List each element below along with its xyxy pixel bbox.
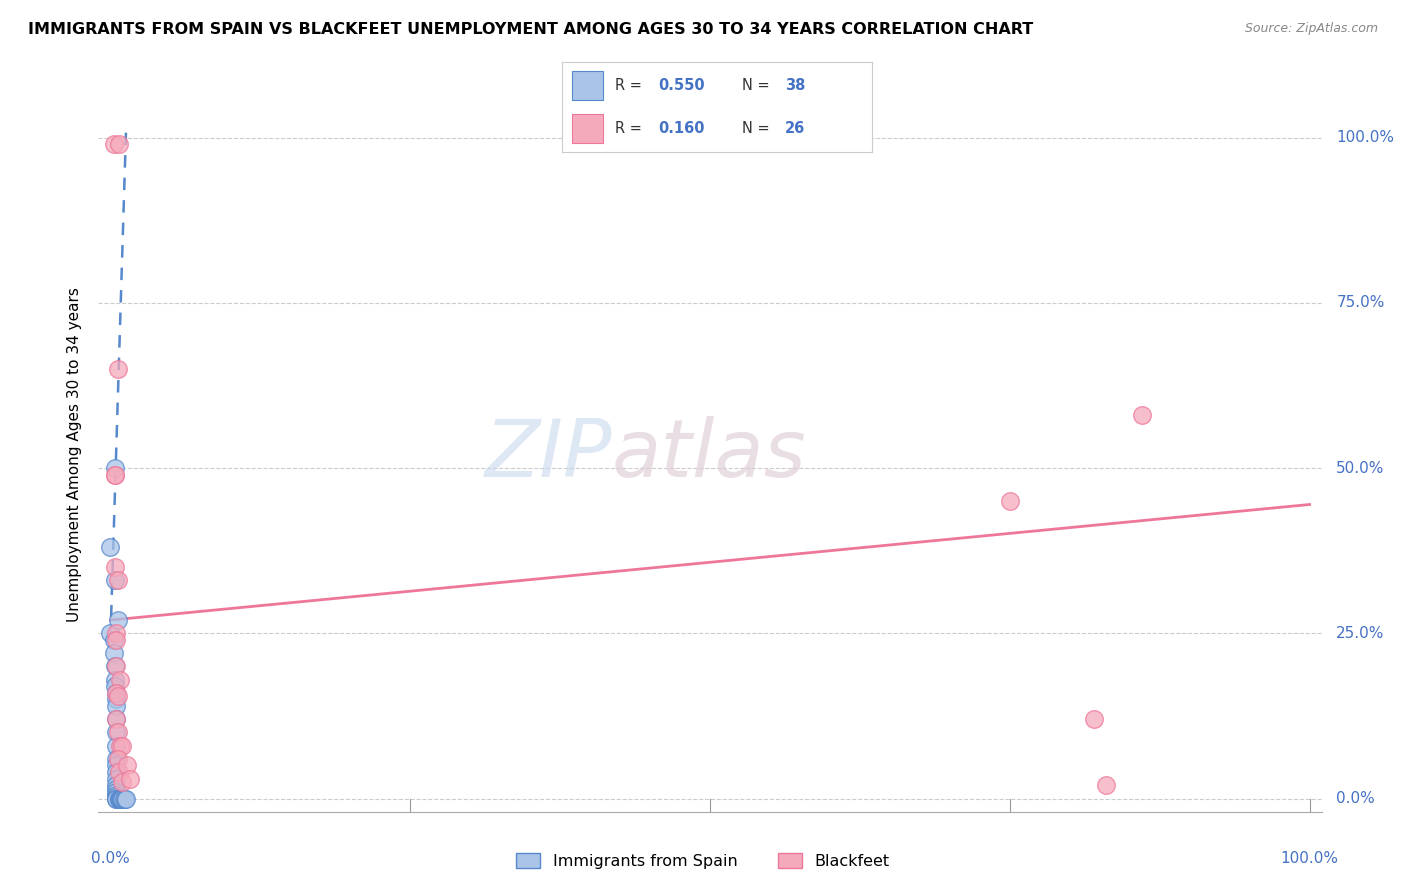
- Point: [100, 541, 122, 555]
- Point: [108, 673, 131, 687]
- Point: [108, 791, 131, 805]
- Point: [103, 646, 125, 660]
- Point: [107, 725, 129, 739]
- Point: [105, 712, 128, 726]
- Text: atlas: atlas: [612, 416, 807, 494]
- Point: [105, 789, 128, 804]
- Text: 0.550: 0.550: [658, 78, 704, 93]
- Point: [110, 791, 132, 805]
- Point: [111, 791, 134, 805]
- Point: [105, 791, 128, 805]
- Text: 0.0%: 0.0%: [1336, 791, 1375, 806]
- Text: N =: N =: [742, 121, 775, 136]
- Point: [105, 791, 128, 805]
- Point: [105, 758, 128, 772]
- Point: [108, 765, 129, 780]
- Point: [118, 772, 141, 786]
- Point: [104, 574, 127, 588]
- FancyBboxPatch shape: [572, 71, 603, 100]
- Point: [1094, 778, 1116, 792]
- Text: Source: ZipAtlas.com: Source: ZipAtlas.com: [1244, 22, 1378, 36]
- Point: [105, 686, 128, 700]
- Point: [105, 772, 128, 786]
- Text: 100.0%: 100.0%: [1281, 851, 1339, 866]
- Point: [105, 788, 128, 802]
- Text: 0.160: 0.160: [658, 121, 704, 136]
- Point: [107, 613, 129, 627]
- Point: [104, 467, 127, 482]
- Point: [105, 698, 128, 713]
- Point: [111, 791, 134, 805]
- Point: [114, 791, 136, 805]
- Point: [108, 739, 131, 753]
- Point: [107, 574, 129, 588]
- Text: R =: R =: [614, 78, 647, 93]
- Point: [998, 494, 1021, 508]
- Text: 26: 26: [785, 121, 806, 136]
- Text: N =: N =: [742, 78, 775, 93]
- Point: [1083, 712, 1105, 726]
- Point: [105, 725, 128, 739]
- Point: [107, 362, 129, 376]
- Text: 75.0%: 75.0%: [1336, 295, 1385, 310]
- Point: [108, 791, 129, 805]
- Point: [108, 791, 131, 805]
- Point: [111, 775, 134, 789]
- Point: [104, 659, 127, 673]
- Point: [115, 758, 138, 772]
- Text: 38: 38: [785, 78, 806, 93]
- Point: [111, 739, 134, 753]
- Point: [105, 632, 128, 647]
- Y-axis label: Unemployment Among Ages 30 to 34 years: Unemployment Among Ages 30 to 34 years: [67, 287, 83, 623]
- Point: [104, 560, 127, 574]
- Point: [105, 778, 128, 792]
- Point: [115, 791, 138, 805]
- Point: [104, 679, 127, 693]
- Point: [103, 137, 125, 152]
- Point: [100, 626, 122, 640]
- Point: [107, 689, 129, 703]
- Point: [103, 632, 125, 647]
- Point: [105, 765, 128, 780]
- Point: [104, 467, 127, 482]
- Text: 100.0%: 100.0%: [1336, 130, 1395, 145]
- Text: 25.0%: 25.0%: [1336, 626, 1385, 640]
- Point: [108, 791, 129, 805]
- Point: [105, 781, 128, 796]
- Point: [105, 712, 128, 726]
- Point: [107, 752, 129, 766]
- FancyBboxPatch shape: [572, 114, 603, 143]
- Point: [105, 752, 128, 766]
- Text: IMMIGRANTS FROM SPAIN VS BLACKFEET UNEMPLOYMENT AMONG AGES 30 TO 34 YEARS CORREL: IMMIGRANTS FROM SPAIN VS BLACKFEET UNEMP…: [28, 22, 1033, 37]
- Point: [105, 686, 128, 700]
- Point: [1130, 409, 1153, 423]
- Point: [112, 791, 135, 805]
- Text: ZIP: ZIP: [485, 416, 612, 494]
- Point: [104, 673, 127, 687]
- Text: 0.0%: 0.0%: [91, 851, 129, 866]
- Legend: Immigrants from Spain, Blackfeet: Immigrants from Spain, Blackfeet: [510, 847, 896, 875]
- Point: [110, 791, 132, 805]
- Point: [105, 659, 128, 673]
- Point: [108, 137, 129, 152]
- Text: 50.0%: 50.0%: [1336, 460, 1385, 475]
- Point: [104, 461, 127, 475]
- Point: [105, 785, 128, 799]
- Text: R =: R =: [614, 121, 647, 136]
- Point: [105, 739, 128, 753]
- Point: [105, 692, 128, 706]
- Point: [105, 626, 128, 640]
